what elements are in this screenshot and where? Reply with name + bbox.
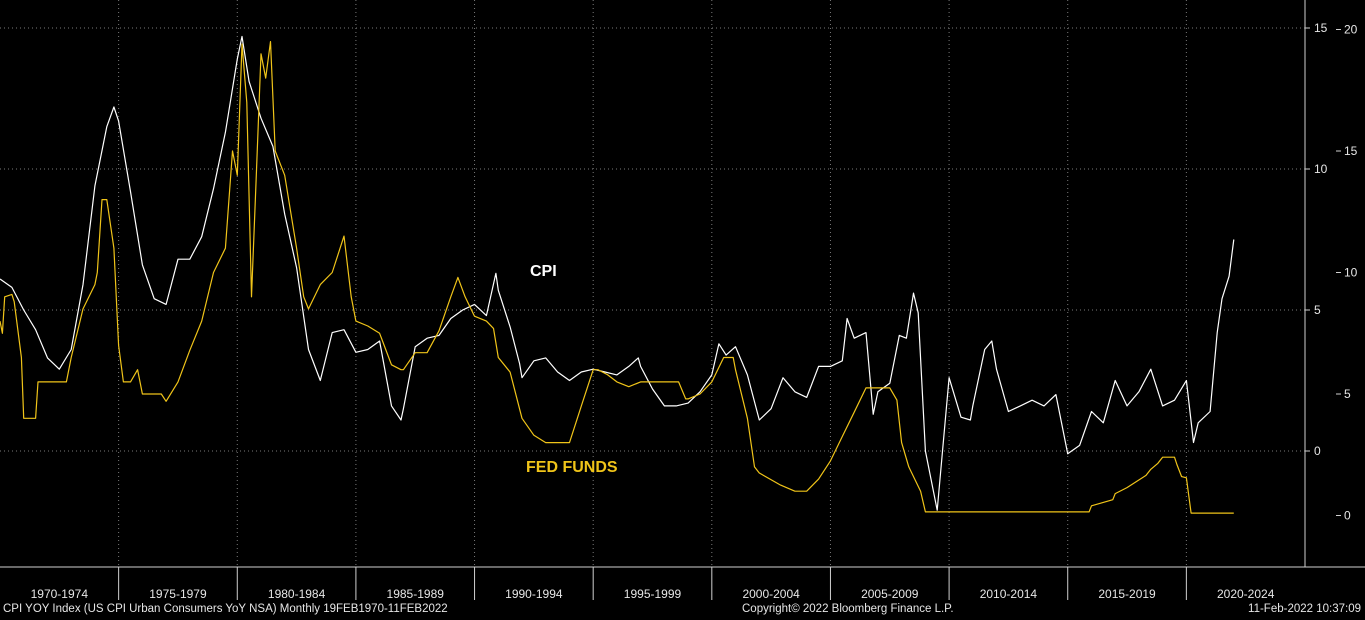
x-tick-label: 1970-1974 — [31, 587, 89, 600]
chart: 0 5 10 15 0 5 10 15 20 1970-1974 1975-1979 1980-198… — [0, 0, 1365, 601]
x-tick-label: 1975-1979 — [149, 587, 207, 600]
series-line-cpi — [0, 35, 1235, 511]
x-tick-label: 2015-2019 — [1098, 587, 1156, 600]
x-tick-label: 2005-2009 — [861, 587, 919, 600]
y-tick-label-inner: 5 — [1314, 303, 1321, 317]
y-tick-label-outer: 20 — [1344, 23, 1358, 37]
x-tick-label: 1980-1984 — [268, 587, 326, 600]
y-tick-label-outer: 5 — [1344, 387, 1351, 401]
y-tick-label-inner: 15 — [1314, 21, 1328, 35]
y-tick-label-inner: 10 — [1314, 162, 1328, 176]
x-tick-label: 1995-1999 — [624, 587, 682, 600]
cpi-annotation: CPI — [530, 263, 557, 280]
series-line-fed-funds — [0, 41, 1234, 514]
x-tick-label: 2000-2004 — [742, 587, 800, 600]
y-tick-label-inner: 0 — [1314, 444, 1321, 458]
y-tick-label-outer: 15 — [1344, 144, 1358, 158]
footer-timestamp: 11-Feb-2022 10:37:09 — [1248, 603, 1361, 615]
x-tick-label: 2020-2024 — [1217, 587, 1275, 600]
footer-copyright: Copyright© 2022 Bloomberg Finance L.P. — [742, 603, 954, 615]
y-tick-label-outer: 0 — [1344, 509, 1351, 523]
chart-svg: 0 5 10 15 0 5 10 15 20 1970-1974 1975-1979 1980-198… — [0, 0, 1365, 601]
footer: CPI YOY Index (US CPI Urban Consumers Yo… — [0, 603, 1365, 620]
axes: 0 5 10 15 0 5 10 15 20 1970-1974 1975-1979 1980-198… — [0, 0, 1365, 601]
x-tick-label: 1990-1994 — [505, 587, 563, 600]
x-tick-label: 1985-1989 — [387, 587, 445, 600]
y-tick-label-outer: 10 — [1344, 266, 1358, 280]
series-layer — [0, 35, 1235, 514]
footer-series-description: CPI YOY Index (US CPI Urban Consumers Yo… — [3, 603, 448, 615]
annotations: CPI FED FUNDS — [526, 263, 618, 476]
x-tick-label: 2010-2014 — [980, 587, 1038, 600]
grid — [0, 0, 1305, 567]
fed-funds-annotation: FED FUNDS — [526, 459, 618, 476]
